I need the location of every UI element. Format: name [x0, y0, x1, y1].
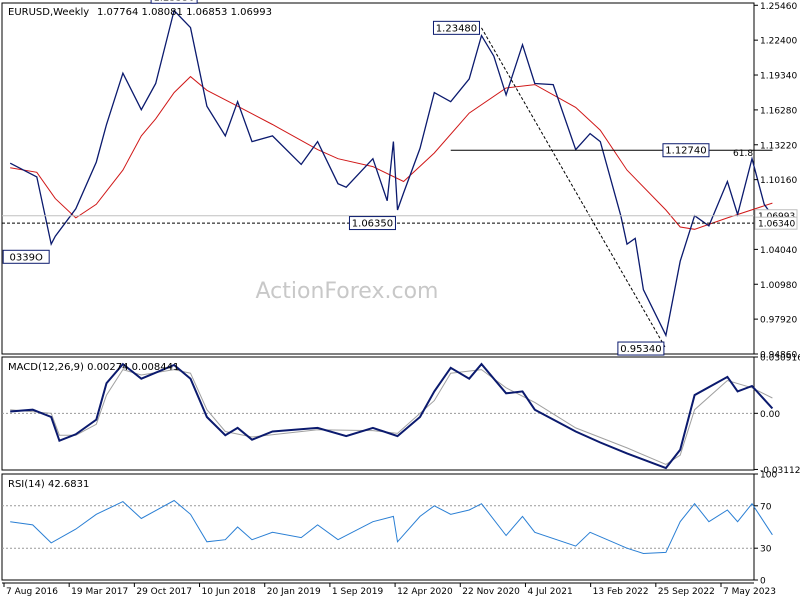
- watermark: ActionForex.com: [256, 279, 439, 304]
- price-ytick-label: 0.94860: [760, 351, 797, 361]
- price-label: 0339O: [2, 249, 50, 264]
- rsi-panel-title: RSI(14) 42.6831: [8, 479, 89, 490]
- price-line: [9, 9, 773, 338]
- ohlc-readout: 1.07764 1.08081 1.06853 1.06993: [97, 7, 272, 18]
- axis-price-tag-box: [754, 216, 798, 230]
- xtick-label: 22 Nov 2020: [462, 587, 520, 597]
- price-ytick-label: 1.00980: [760, 281, 797, 291]
- price-ytick-label: 1.25460: [760, 2, 797, 12]
- price-label: 1.25550: [150, 0, 198, 4]
- trendline: [481, 27, 667, 349]
- rsi-line: [10, 499, 773, 555]
- price-ytick-label: 1.10160: [760, 176, 797, 186]
- xtick-label: 7 May 2023: [723, 587, 776, 597]
- rsi-ytick-label: 70: [760, 502, 772, 512]
- price-label-box: [617, 341, 665, 356]
- price-ytick-label: 1.22400: [760, 37, 797, 47]
- rsi-ytick-label: 100: [760, 471, 777, 481]
- price-panel-frame: [1, 2, 755, 355]
- price-ytick-label: 1.16280: [760, 106, 797, 116]
- price-label-box: [150, 0, 198, 4]
- price-ytick-label: 1.04040: [760, 246, 797, 256]
- price-label-box: [432, 20, 480, 35]
- price-panel-title: EURUSD,Weekly: [8, 7, 89, 18]
- axis-price-tag: 1.06340: [754, 216, 798, 230]
- xtick-label: 13 Feb 2022: [593, 587, 649, 597]
- macd-panel-title: MACD(12,26,9) 0.00274 0.008441: [8, 362, 179, 373]
- price-label-box: [2, 249, 50, 264]
- xtick-label: 10 Jun 2018: [202, 587, 256, 597]
- price-label-text: 1.23480: [436, 23, 477, 34]
- fib-level-label: 61.8: [733, 149, 753, 159]
- price-label: 1.23480: [432, 20, 480, 35]
- xtick-label: 20 Jan 2019: [267, 587, 321, 597]
- price-label-text: 1.12740: [665, 146, 706, 157]
- price-label-text: 1.25550: [153, 0, 194, 3]
- price-ytick-label: 1.13220: [760, 141, 797, 151]
- macd-signal-line: [10, 369, 773, 465]
- xtick-label: 25 Sep 2022: [658, 587, 715, 597]
- axis-price-tag-text: 1.06340: [758, 220, 795, 230]
- price-ytick-label: 0.97920: [760, 316, 797, 326]
- macd-ytick-label: -0.031124: [760, 466, 800, 476]
- xtick-label: 1 Sep 2019: [332, 587, 384, 597]
- rsi-ytick-label: 0: [760, 577, 766, 587]
- xtick-label: 4 Jul 2021: [527, 587, 572, 597]
- price-label-box: [662, 143, 710, 158]
- xtick-label: 7 Aug 2016: [6, 587, 58, 597]
- price-ytick-label: 1.19340: [760, 72, 797, 82]
- xtick-label: 19 Mar 2017: [71, 587, 128, 597]
- rsi-panel-frame: [1, 473, 755, 581]
- xtick-label: 12 Apr 2020: [397, 587, 453, 597]
- price-label-text: 0339O: [10, 252, 43, 263]
- price-label-text: 1.06350: [352, 219, 393, 230]
- macd-ytick-label: 0.030916: [760, 354, 800, 364]
- price-label: 0.95340: [617, 341, 665, 356]
- moving-average-line: [10, 75, 773, 230]
- macd-line: [10, 362, 774, 470]
- rsi-ytick-label: 30: [760, 545, 772, 555]
- price-label: 1.06350: [348, 216, 396, 231]
- price-label: 1.12740: [662, 143, 710, 158]
- price-label-box: [348, 216, 396, 231]
- macd-ytick-label: 0.00: [760, 410, 780, 420]
- xtick-label: 29 Oct 2017: [136, 587, 192, 597]
- price-label-text: 0.95340: [620, 344, 661, 355]
